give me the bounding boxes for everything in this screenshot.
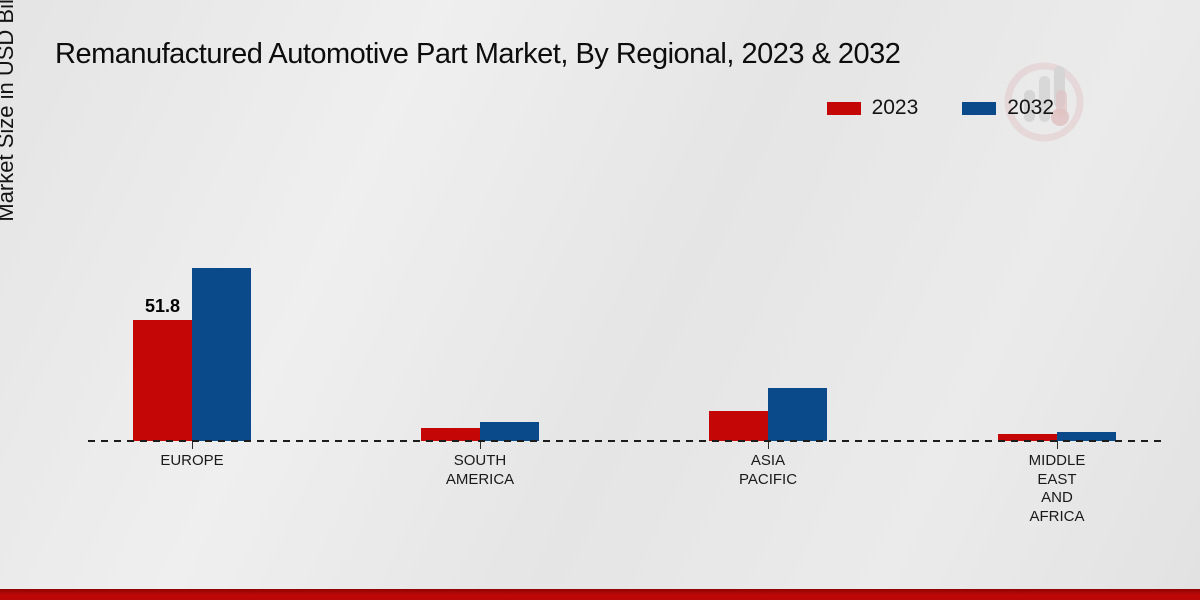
bar-2032-category-1 bbox=[480, 422, 539, 441]
category-label: ASIA PACIFIC bbox=[738, 452, 798, 488]
plot-area: EUROPE SOUTH AMERICA ASIA PACIFIC MIDDLE EA… bbox=[88, 268, 1167, 525]
x-axis-tick bbox=[1057, 441, 1058, 449]
category-label: MIDDLE EAST AND AFRICA bbox=[1028, 452, 1086, 525]
legend-swatch-2023 bbox=[826, 101, 861, 115]
legend: 2023 2032 bbox=[826, 96, 1054, 120]
legend-swatch-2032 bbox=[962, 101, 997, 115]
bar-2032-category-0 bbox=[192, 268, 251, 441]
bar-2032-category-3 bbox=[1057, 432, 1116, 441]
x-axis-tick bbox=[192, 441, 193, 449]
x-axis-dashed-baseline bbox=[88, 440, 1167, 442]
bar-2023-category-1 bbox=[421, 428, 480, 441]
category-label: EUROPE bbox=[160, 452, 224, 469]
category-label: SOUTH AMERICA bbox=[445, 452, 515, 488]
legend-item-2032: 2032 bbox=[962, 96, 1054, 120]
chart-title: Remanufactured Automotive Part Market, B… bbox=[55, 38, 901, 70]
bar-2023-category-3 bbox=[998, 434, 1057, 441]
bar-2032-category-2 bbox=[768, 388, 827, 441]
legend-item-2023: 2023 bbox=[826, 96, 919, 120]
legend-label: 2032 bbox=[1007, 96, 1054, 119]
bar-2023-category-0 bbox=[133, 320, 192, 441]
footer-accent-bar bbox=[0, 589, 1200, 600]
x-axis-tick bbox=[480, 441, 481, 449]
data-value-label: 51.8 bbox=[144, 296, 181, 316]
x-axis-tick bbox=[768, 441, 769, 449]
market-research-logo-watermark-icon bbox=[1004, 62, 1084, 142]
legend-label: 2023 bbox=[871, 96, 919, 119]
bar-2023-category-2 bbox=[709, 411, 768, 441]
